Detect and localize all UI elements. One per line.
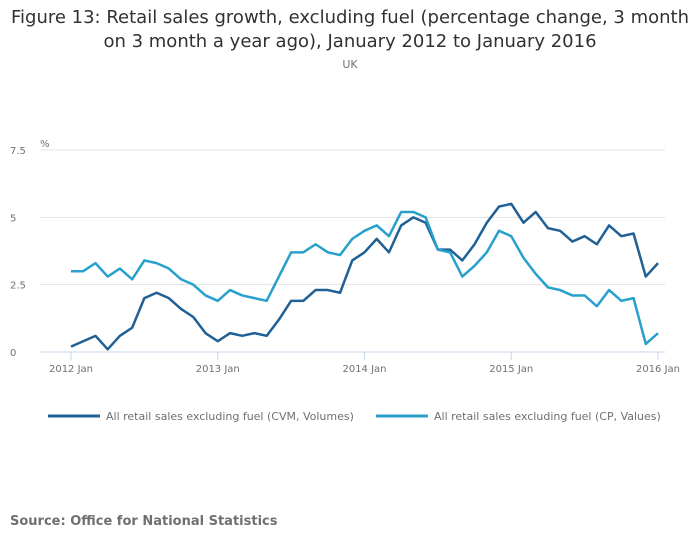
y-tick-label: 5	[10, 213, 16, 224]
source-note: Source: Office for National Statistics	[10, 514, 278, 529]
y-tick-label: 0	[10, 348, 16, 359]
y-tick-label: 7.5	[10, 146, 26, 157]
chart-subtitle: UK	[342, 58, 358, 71]
series-line-1	[71, 210, 659, 346]
x-tick-label: 2014 Jan	[342, 364, 386, 375]
y-tick-label: 2.5	[10, 281, 26, 292]
legend-label: All retail sales excluding fuel (CVM, Vo…	[106, 410, 354, 423]
y-axis-label: %	[40, 139, 50, 150]
chart-title: Figure 13: Retail sales growth, excludin…	[10, 7, 690, 52]
line-chart: % 0 2.5 5 7.5 2012 Jan 2013 Jan 2014 Jan 2015 …	[10, 139, 680, 423]
x-tick-label: 2016 Jan	[636, 364, 680, 375]
series-line-0	[70, 202, 659, 351]
x-tick-label: 2015 Jan	[489, 364, 533, 375]
legend-label: All retail sales excluding fuel (CP, Val…	[434, 410, 661, 423]
x-tick-label: 2013 Jan	[196, 364, 240, 375]
x-tick-label: 2012 Jan	[49, 364, 93, 375]
